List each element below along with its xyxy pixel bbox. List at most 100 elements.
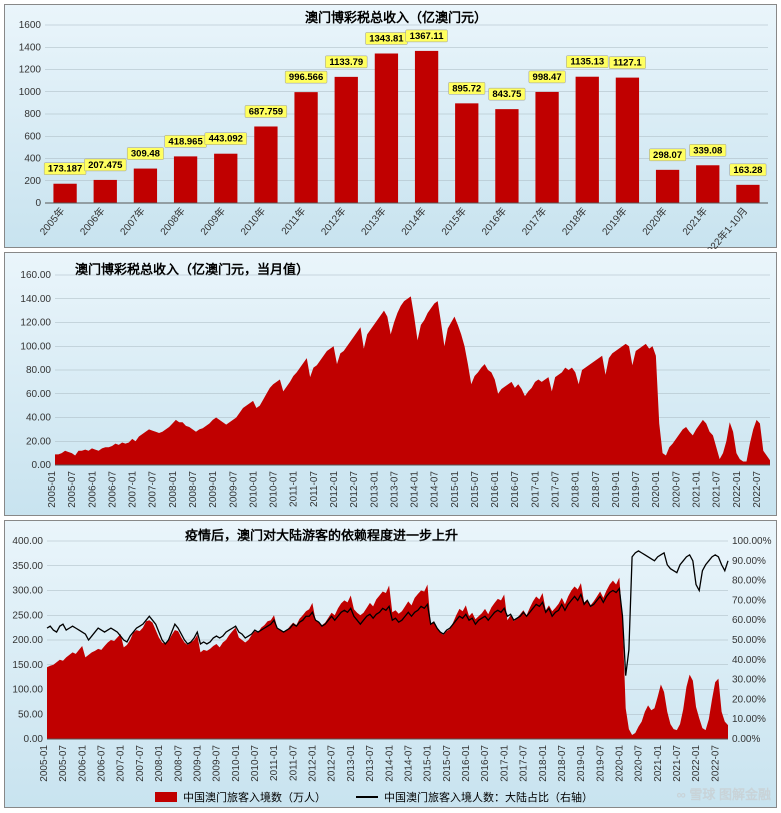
svg-text:1600: 1600 — [19, 20, 42, 31]
svg-text:2010-07: 2010-07 — [250, 745, 261, 782]
svg-text:1200: 1200 — [19, 65, 42, 76]
legend-area-swatch — [155, 792, 177, 802]
svg-text:2011-01: 2011-01 — [289, 471, 300, 507]
svg-text:2009年: 2009年 — [197, 205, 228, 238]
legend-line: 中国澳门旅客入境人数：大陆占比（右轴） — [356, 789, 593, 805]
svg-text:2013年: 2013年 — [358, 205, 389, 238]
svg-text:2015-07: 2015-07 — [442, 745, 453, 782]
svg-text:2014-01: 2014-01 — [384, 745, 395, 782]
svg-text:2012-07: 2012-07 — [349, 471, 360, 508]
svg-text:10.00%: 10.00% — [732, 714, 766, 725]
svg-text:200.00: 200.00 — [12, 635, 43, 646]
svg-text:309.48: 309.48 — [131, 149, 160, 160]
svg-text:2017-07: 2017-07 — [551, 471, 562, 508]
svg-text:1135.13: 1135.13 — [570, 57, 604, 68]
svg-text:2021年: 2021年 — [679, 205, 710, 238]
chart3-svg: 0.0050.00100.00150.00200.00250.00300.003… — [5, 521, 778, 809]
svg-text:2013-01: 2013-01 — [369, 471, 380, 508]
svg-text:2006年: 2006年 — [77, 205, 108, 238]
svg-text:2022-01: 2022-01 — [691, 745, 702, 782]
svg-text:1367.11: 1367.11 — [410, 31, 445, 42]
svg-text:2022-01: 2022-01 — [732, 471, 743, 508]
svg-text:2006-01: 2006-01 — [87, 471, 98, 508]
svg-text:2005-01: 2005-01 — [39, 745, 50, 782]
svg-text:60.00: 60.00 — [26, 389, 51, 400]
svg-text:0: 0 — [35, 198, 41, 209]
svg-text:207.475: 207.475 — [88, 160, 123, 171]
legend-area: 中国澳门旅客入境数（万人） — [155, 789, 326, 805]
svg-text:2013-07: 2013-07 — [389, 471, 400, 508]
svg-text:2017-01: 2017-01 — [499, 745, 510, 782]
svg-text:40.00%: 40.00% — [732, 655, 766, 666]
svg-text:2018年: 2018年 — [559, 205, 590, 238]
svg-text:300.00: 300.00 — [12, 586, 43, 597]
svg-text:2007-07: 2007-07 — [148, 471, 159, 508]
svg-text:2018-07: 2018-07 — [557, 745, 568, 782]
svg-text:2009-07: 2009-07 — [212, 745, 223, 782]
svg-text:350.00: 350.00 — [12, 561, 43, 572]
svg-text:895.72: 895.72 — [452, 83, 481, 94]
svg-text:80.00%: 80.00% — [732, 576, 766, 587]
svg-text:2007-07: 2007-07 — [135, 745, 146, 782]
svg-text:2008年: 2008年 — [157, 205, 188, 238]
svg-text:2005年: 2005年 — [37, 205, 68, 238]
svg-text:173.187: 173.187 — [48, 164, 82, 175]
svg-text:50.00: 50.00 — [18, 709, 43, 720]
svg-text:2015-01: 2015-01 — [450, 471, 461, 508]
svg-text:400.00: 400.00 — [12, 536, 43, 547]
svg-text:843.75: 843.75 — [492, 89, 522, 100]
svg-text:2010年: 2010年 — [238, 205, 269, 238]
svg-text:2021-07: 2021-07 — [712, 471, 723, 508]
svg-text:40.00: 40.00 — [26, 413, 51, 424]
svg-text:2017-07: 2017-07 — [519, 745, 530, 782]
svg-text:2007-01: 2007-01 — [128, 471, 139, 508]
svg-text:140.00: 140.00 — [20, 294, 51, 305]
svg-text:2010-01: 2010-01 — [231, 745, 242, 782]
svg-text:339.08: 339.08 — [693, 145, 722, 156]
svg-text:90.00%: 90.00% — [732, 556, 766, 567]
svg-text:120.00: 120.00 — [20, 318, 51, 329]
svg-text:20.00: 20.00 — [26, 436, 51, 447]
svg-text:2012年: 2012年 — [318, 205, 349, 238]
svg-text:2011-07: 2011-07 — [309, 471, 320, 507]
chart1-svg: 02004006008001000120014001600173.1872005… — [5, 5, 778, 249]
svg-text:0.00: 0.00 — [24, 734, 44, 745]
svg-text:2020-07: 2020-07 — [671, 471, 682, 508]
svg-text:2022-07: 2022-07 — [752, 471, 763, 508]
svg-text:600: 600 — [24, 131, 41, 142]
svg-text:2019-01: 2019-01 — [576, 745, 587, 782]
svg-text:2014年: 2014年 — [398, 205, 429, 238]
svg-text:2009-01: 2009-01 — [192, 745, 203, 782]
svg-text:800: 800 — [24, 109, 41, 120]
svg-text:2012-07: 2012-07 — [327, 745, 338, 782]
svg-text:1127.1: 1127.1 — [613, 58, 642, 69]
svg-text:443.092: 443.092 — [209, 134, 243, 145]
svg-text:2015-01: 2015-01 — [423, 745, 434, 782]
svg-text:0.00: 0.00 — [32, 460, 52, 471]
svg-text:1343.81: 1343.81 — [369, 34, 404, 45]
svg-text:2022-07: 2022-07 — [710, 745, 721, 782]
svg-text:2011-01: 2011-01 — [269, 745, 280, 781]
svg-text:2010-01: 2010-01 — [248, 471, 259, 508]
svg-text:2019-07: 2019-07 — [631, 471, 642, 508]
svg-text:2018-07: 2018-07 — [591, 471, 602, 508]
svg-text:2013-01: 2013-01 — [346, 745, 357, 782]
svg-text:60.00%: 60.00% — [732, 615, 766, 626]
svg-text:2015年: 2015年 — [438, 205, 469, 238]
svg-text:687.759: 687.759 — [249, 106, 283, 117]
chart2-panel: 澳门博彩税总收入（亿澳门元，当月值） 0.0020.0040.0060.0080… — [4, 252, 777, 516]
svg-text:0.00%: 0.00% — [732, 734, 760, 745]
svg-text:2018-01: 2018-01 — [538, 745, 549, 782]
chart1-panel: 澳门博彩税总收入（亿澳门元） 0200400600800100012001400… — [4, 4, 777, 248]
svg-text:1000: 1000 — [19, 87, 42, 98]
svg-text:2020-07: 2020-07 — [634, 745, 645, 782]
svg-text:2014-07: 2014-07 — [430, 471, 441, 508]
svg-text:2017年: 2017年 — [519, 205, 550, 238]
svg-text:2009-07: 2009-07 — [228, 471, 239, 508]
svg-text:298.07: 298.07 — [653, 150, 682, 161]
svg-text:100.00: 100.00 — [12, 685, 43, 696]
svg-text:160.00: 160.00 — [20, 270, 51, 281]
chart2-svg: 0.0020.0040.0060.0080.00100.00120.00140.… — [5, 253, 778, 517]
svg-text:2019-01: 2019-01 — [611, 471, 622, 508]
legend-line-swatch — [356, 796, 378, 798]
